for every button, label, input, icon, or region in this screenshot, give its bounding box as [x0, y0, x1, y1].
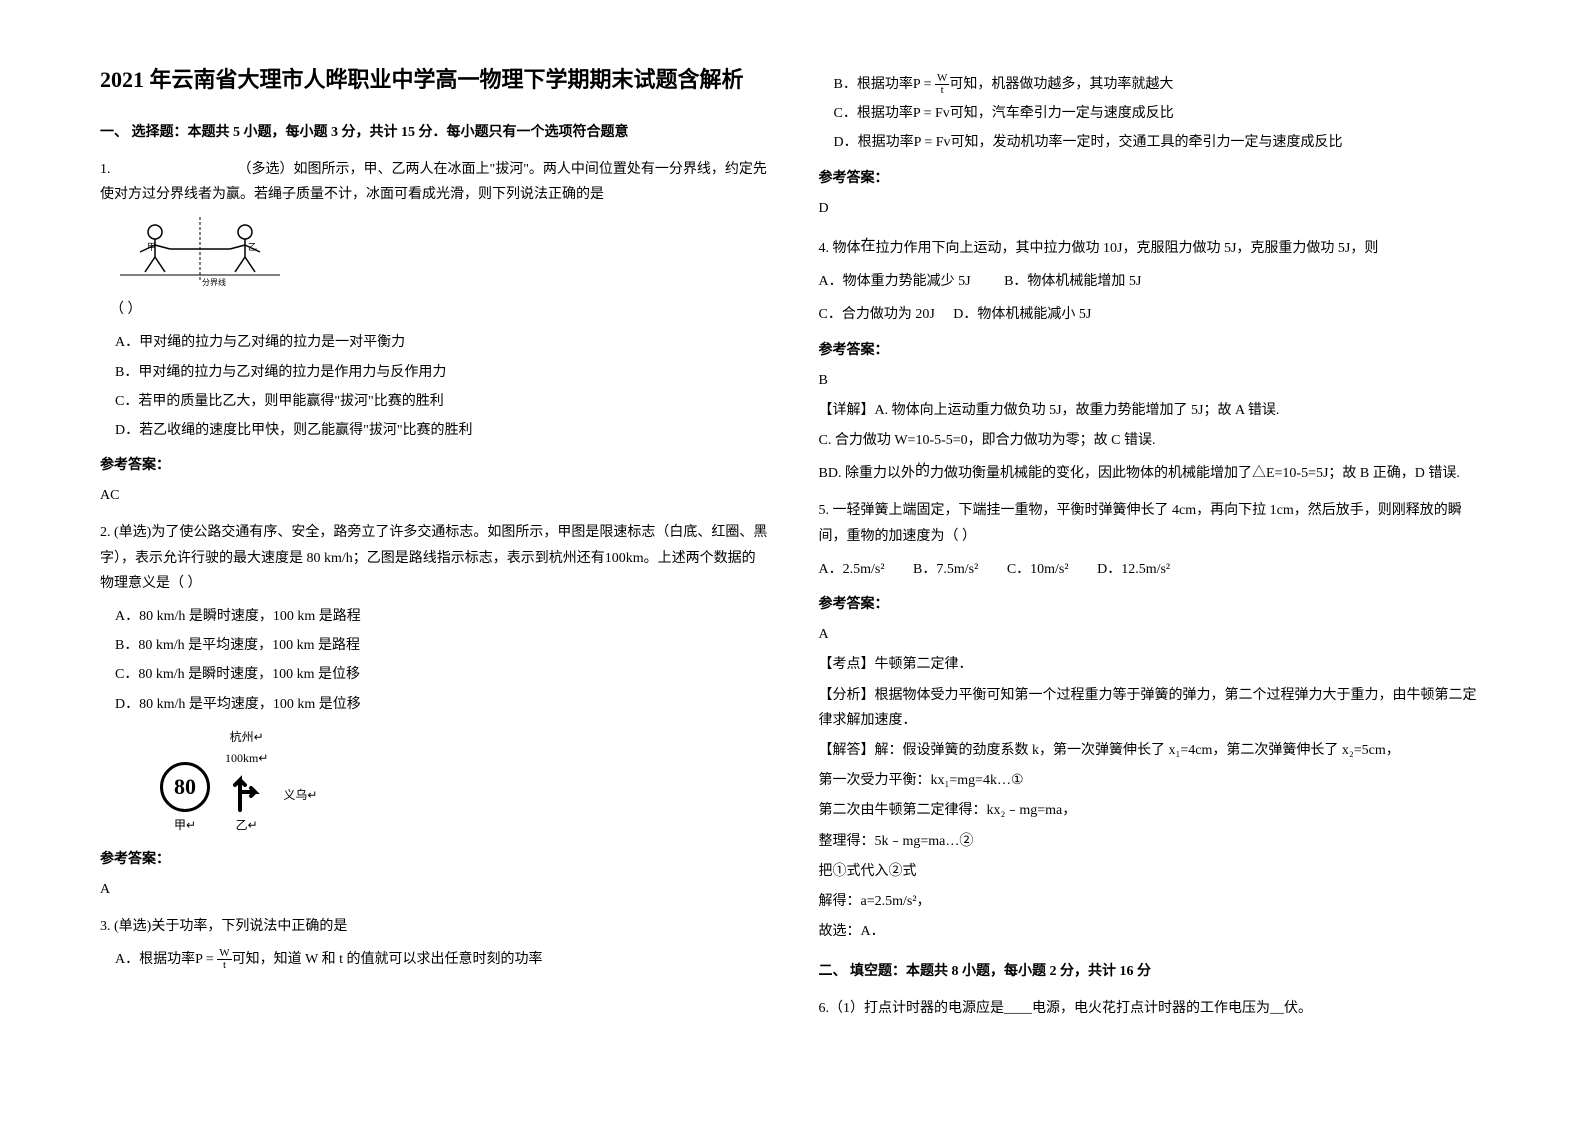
- q5-answer-label: 参考答案：: [819, 592, 1488, 617]
- distance-label: 100km: [225, 751, 258, 765]
- sign-yi-label: 乙: [236, 818, 248, 832]
- q1-label: 1.: [100, 162, 111, 177]
- q4-explain-bd-pre: BD. 除重力以外: [819, 466, 915, 481]
- svg-text:分界线: 分界线: [202, 277, 226, 287]
- question-3-cont: B．根据功率P = Wt可知，机器做功越多，其功率就越大 C．根据功率P = F…: [819, 72, 1488, 221]
- q5-solve5: 把①式代入②式: [819, 859, 1488, 884]
- q2-option-c: C．80 km/h 是瞬时速度，100 km 是位移: [115, 662, 769, 687]
- yiwu-label: 义乌: [283, 788, 307, 802]
- q2-answer: A: [100, 877, 769, 902]
- q2-option-d: D．80 km/h 是平均速度，100 km 是位移: [115, 692, 769, 717]
- q4-de: 的: [915, 463, 930, 479]
- q3a-post: 可知，知道 W 和 t 的值就可以求出任意时刻的功率: [232, 952, 543, 967]
- q4-option-b: B．物体机械能增加 5J: [1004, 274, 1141, 289]
- q4-option-a: A．物体重力势能减少 5J: [819, 274, 971, 289]
- q2-text: 2. (单选)为了使公路交通有序、安全，路旁立了许多交通标志。如图所示，甲图是限…: [100, 520, 769, 596]
- q3b-post: 可知，机器做功越多，其功率就越大: [949, 77, 1173, 92]
- q4-zai: 在: [861, 238, 876, 254]
- q4-label2: 拉力作用下向上运动，其中拉力做功 10J，克服阻力做功 5J，克服重力做功 5J…: [876, 241, 1379, 256]
- q2-option-b: B．80 km/h 是平均速度，100 km 是路程: [115, 633, 769, 658]
- q3-option-a: A．根据功率P = Wt可知，知道 W 和 t 的值就可以求出任意时刻的功率: [115, 947, 769, 972]
- q4-option-d: D．物体机械能减小 5J: [953, 307, 1091, 322]
- q3-answer-label: 参考答案：: [819, 166, 1488, 191]
- q4-explain-bd-post: 力做功衡量机械能的变化，因此物体的机械能增加了△E=10-5=5J；故 B 正确…: [930, 466, 1460, 481]
- sign-jia-label: 甲: [174, 818, 186, 832]
- q3b-pre: B．根据功率: [834, 77, 913, 92]
- q1-answer: AC: [100, 483, 769, 508]
- q4-label: 4. 物体: [819, 241, 861, 256]
- q1-option-a: A．甲对绳的拉力与乙对绳的拉力是一对平衡力: [115, 330, 769, 355]
- q5-solve3: 第二次由牛顿第二定律得：kx₂﹣mg=ma，: [819, 798, 1488, 823]
- question-4: 4. 物体在拉力作用下向上运动，其中拉力做功 10J，克服阻力做功 5J，克服重…: [819, 233, 1488, 487]
- q3-option-d: D．根据功率P = Fv可知，发动机功率一定时，交通工具的牵引力一定与速度成反比: [834, 130, 1488, 155]
- q2-diagram: 80 甲↵ 杭州↵ 100km↵ 乙↵ 义乌↵: [160, 727, 769, 837]
- question-5: 5. 一轻弹簧上端固定，下端挂一重物，平衡时弹簧伸长了 4cm，再向下拉 1cm…: [819, 498, 1488, 944]
- section2-header: 二、 填空题：本题共 8 小题，每小题 2 分，共计 16 分: [819, 959, 1488, 984]
- q5-solve2: 第一次受力平衡：kx₁=mg=4k…①: [819, 768, 1488, 793]
- q5-answer: A: [819, 622, 1488, 647]
- q5-option-a: A．2.5m/s²: [819, 562, 885, 577]
- svg-text:甲: 甲: [147, 242, 156, 252]
- hangzhou-label: 杭州: [230, 730, 254, 744]
- q5-text: 5. 一轻弹簧上端固定，下端挂一重物，平衡时弹簧伸长了 4cm，再向下拉 1cm…: [819, 498, 1488, 548]
- formula-t1: t: [217, 960, 231, 971]
- q5-solve1: 【解答】解：假设弹簧的劲度系数 k，第一次弹簧伸长了 x₁=4cm，第二次弹簧伸…: [819, 738, 1488, 763]
- q4-answer-label: 参考答案：: [819, 338, 1488, 363]
- speed-sign: 80: [160, 762, 210, 812]
- q2-answer-label: 参考答案：: [100, 847, 769, 872]
- q1-answer-label: 参考答案：: [100, 453, 769, 478]
- q5-solve6: 解得：a=2.5m/s²，: [819, 889, 1488, 914]
- q1-paren: （ ）: [110, 297, 769, 322]
- q1-option-c: C．若甲的质量比乙大，则甲能赢得"拔河"比赛的胜利: [115, 389, 769, 414]
- q4-explain-c: C. 合力做功 W=10-5-5=0，即合力做功为零；故 C 错误.: [819, 428, 1488, 453]
- q5-analysis: 【分析】根据物体受力平衡可知第一个过程重力等于弹簧的弹力，第二个过程弹力大于重力…: [819, 683, 1488, 733]
- q5-option-d: D．12.5m/s²: [1097, 562, 1170, 577]
- question-3: 3. (单选)关于功率，下列说法中正确的是 A．根据功率P = Wt可知，知道 …: [100, 914, 769, 972]
- svg-text:乙: 乙: [248, 242, 257, 252]
- formula-p1: P =: [195, 952, 214, 967]
- q4-option-c: C．合力做功为 20J: [819, 307, 935, 322]
- question-2: 2. (单选)为了使公路交通有序、安全，路旁立了许多交通标志。如图所示，甲图是限…: [100, 520, 769, 901]
- page-title: 2021 年云南省大理市人晔职业中学高一物理下学期期末试题含解析: [100, 60, 769, 100]
- q1-intro: （多选）如图所示，甲、乙两人在冰面上"拔河"。两人中间位置处有一分界线，约定先使…: [100, 162, 767, 202]
- q4-explain-a: 【详解】A. 物体向上运动重力做负功 5J，故重力势能增加了 5J；故 A 错误…: [819, 398, 1488, 423]
- q1-option-d: D．若乙收绳的速度比甲快，则乙能赢得"拔河"比赛的胜利: [115, 418, 769, 443]
- q5-solve7: 故选：A．: [819, 919, 1488, 944]
- q3-text: 3. (单选)关于功率，下列说法中正确的是: [100, 914, 769, 939]
- q1-diagram: 甲 乙 分界线: [120, 217, 769, 287]
- q5-point: 【考点】牛顿第二定律．: [819, 652, 1488, 677]
- q4-answer: B: [819, 368, 1488, 393]
- q1-option-b: B．甲对绳的拉力与乙对绳的拉力是作用力与反作用力: [115, 360, 769, 385]
- q2-option-a: A．80 km/h 是瞬时速度，100 km 是路程: [115, 604, 769, 629]
- question-6: 6.（1）打点计时器的电源应是____电源，电火花打点计时器的工作电压为__伏。: [819, 996, 1488, 1021]
- q3-option-b: B．根据功率P = Wt可知，机器做功越多，其功率就越大: [834, 72, 1488, 97]
- section1-header: 一、 选择题：本题共 5 小题，每小题 3 分，共计 15 分．每小题只有一个选…: [100, 120, 769, 145]
- q3-answer: D: [819, 196, 1488, 221]
- q6-text: 6.（1）打点计时器的电源应是____电源，电火花打点计时器的工作电压为__伏。: [819, 996, 1488, 1021]
- q5-option-b: B．7.5m/s²: [913, 562, 978, 577]
- question-1: 1. （多选）如图所示，甲、乙两人在冰面上"拔河"。两人中间位置处有一分界线，约…: [100, 157, 769, 509]
- q5-option-c: C．10m/s²: [1007, 562, 1069, 577]
- q3-option-c: C．根据功率P = Fv可知，汽车牵引力一定与速度成反比: [834, 101, 1488, 126]
- formula-t2: t: [935, 85, 949, 96]
- q3a-pre: A．根据功率: [115, 952, 195, 967]
- q5-solve4: 整理得：5k﹣mg=ma…②: [819, 829, 1488, 854]
- formula-p2: P =: [913, 77, 932, 92]
